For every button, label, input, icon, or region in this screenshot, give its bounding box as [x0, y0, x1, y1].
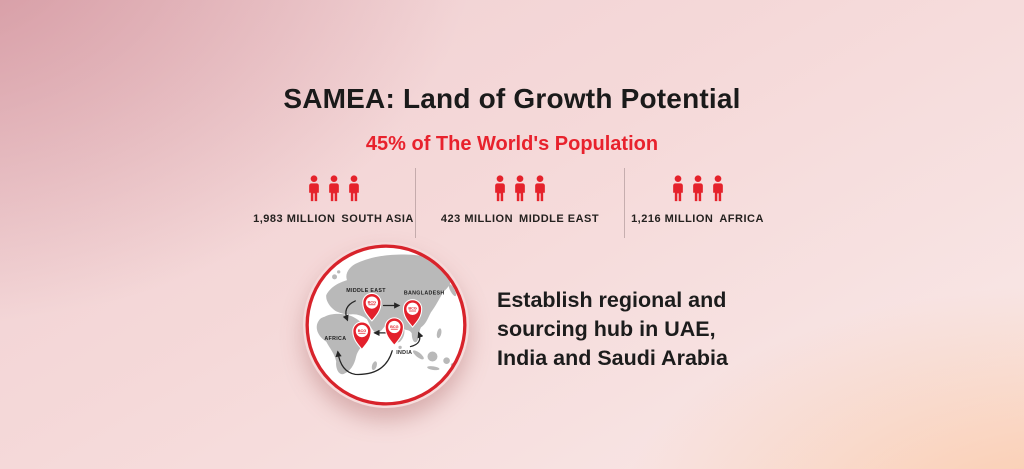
callout-line: sourcing hub in UAE,	[497, 317, 716, 341]
map-label-india: INDIA	[396, 350, 412, 356]
stat-south-asia: 1,983 MILLION SOUTH ASIA	[252, 168, 415, 238]
stat-value: 423 MILLION	[440, 213, 514, 225]
person-icon	[535, 175, 545, 202]
stat-middle-east: 423 MILLION MIDDLE EAST	[416, 168, 624, 238]
person-icon	[515, 175, 525, 202]
population-stats-row: 1,983 MILLION SOUTH ASIA 423 MILLION MID…	[252, 168, 770, 238]
person-icon	[712, 175, 723, 202]
world-map-circle: MIDDLE EAST BANGLADESH AFRICA INDIA BCG …	[303, 242, 469, 408]
person-icon	[328, 175, 339, 202]
flow-arrow-india-sweep-africa	[335, 350, 393, 376]
stat-region: MIDDLE EAST	[519, 213, 600, 225]
stat-label-africa: 1,216 MILLION AFRICA	[631, 213, 764, 225]
stat-divider	[415, 168, 416, 238]
pin-bcg-label: BCG	[368, 300, 376, 304]
map-label-bangladesh: BANGLADESH	[404, 290, 445, 296]
stat-label-middle-east: 423 MILLION MIDDLE EAST	[441, 213, 599, 225]
person-icon	[348, 175, 359, 202]
flow-arrows	[335, 300, 424, 376]
callout-text: Establish regional and sourcing hub in U…	[497, 286, 817, 373]
people-icons-middle-east	[493, 175, 547, 202]
flow-arrow-india-to-bangladesh	[409, 331, 424, 348]
pin-bcg-label: BCG	[358, 329, 366, 333]
world-map-graphic: MIDDLE EAST BANGLADESH AFRICA INDIA BCG …	[305, 244, 467, 406]
callout-line: India and Saudi Arabia	[497, 346, 728, 370]
stat-value: 1,216 MILLION	[631, 213, 714, 225]
callout-line: Establish regional and	[497, 288, 727, 312]
map-label-middle-east: MIDDLE EAST	[346, 288, 386, 294]
stat-label-south-asia: 1,983 MILLION SOUTH ASIA	[253, 213, 414, 225]
location-pin-africa: BCG	[352, 321, 372, 351]
subtitle: 45% of The World's Population	[365, 133, 659, 155]
person-icon	[692, 175, 703, 202]
stat-africa: 1,216 MILLION AFRICA	[625, 168, 770, 238]
people-icons-africa	[671, 175, 725, 202]
stat-region: AFRICA	[719, 213, 764, 225]
stat-value: 1,983 MILLION	[253, 213, 336, 225]
map-label-africa: AFRICA	[324, 336, 346, 342]
stat-region: SOUTH ASIA	[341, 213, 414, 225]
stat-divider	[624, 168, 625, 238]
map-ring	[305, 244, 467, 406]
location-pin-bangladesh: BCG	[402, 299, 423, 328]
location-pin-middle-east: BCG	[362, 292, 382, 322]
person-icon	[308, 175, 319, 202]
people-icons-south-asia	[307, 175, 361, 202]
person-icon	[672, 175, 683, 202]
person-icon	[495, 175, 505, 202]
pin-bcg-label: BCG	[390, 325, 398, 329]
location-pin-india: BCG	[384, 317, 404, 347]
pin-bcg-label: BCG	[408, 307, 416, 311]
page-title: SAMEA: Land of Growth Potential	[283, 83, 741, 114]
flow-arrow-me-to-africa	[342, 300, 356, 322]
